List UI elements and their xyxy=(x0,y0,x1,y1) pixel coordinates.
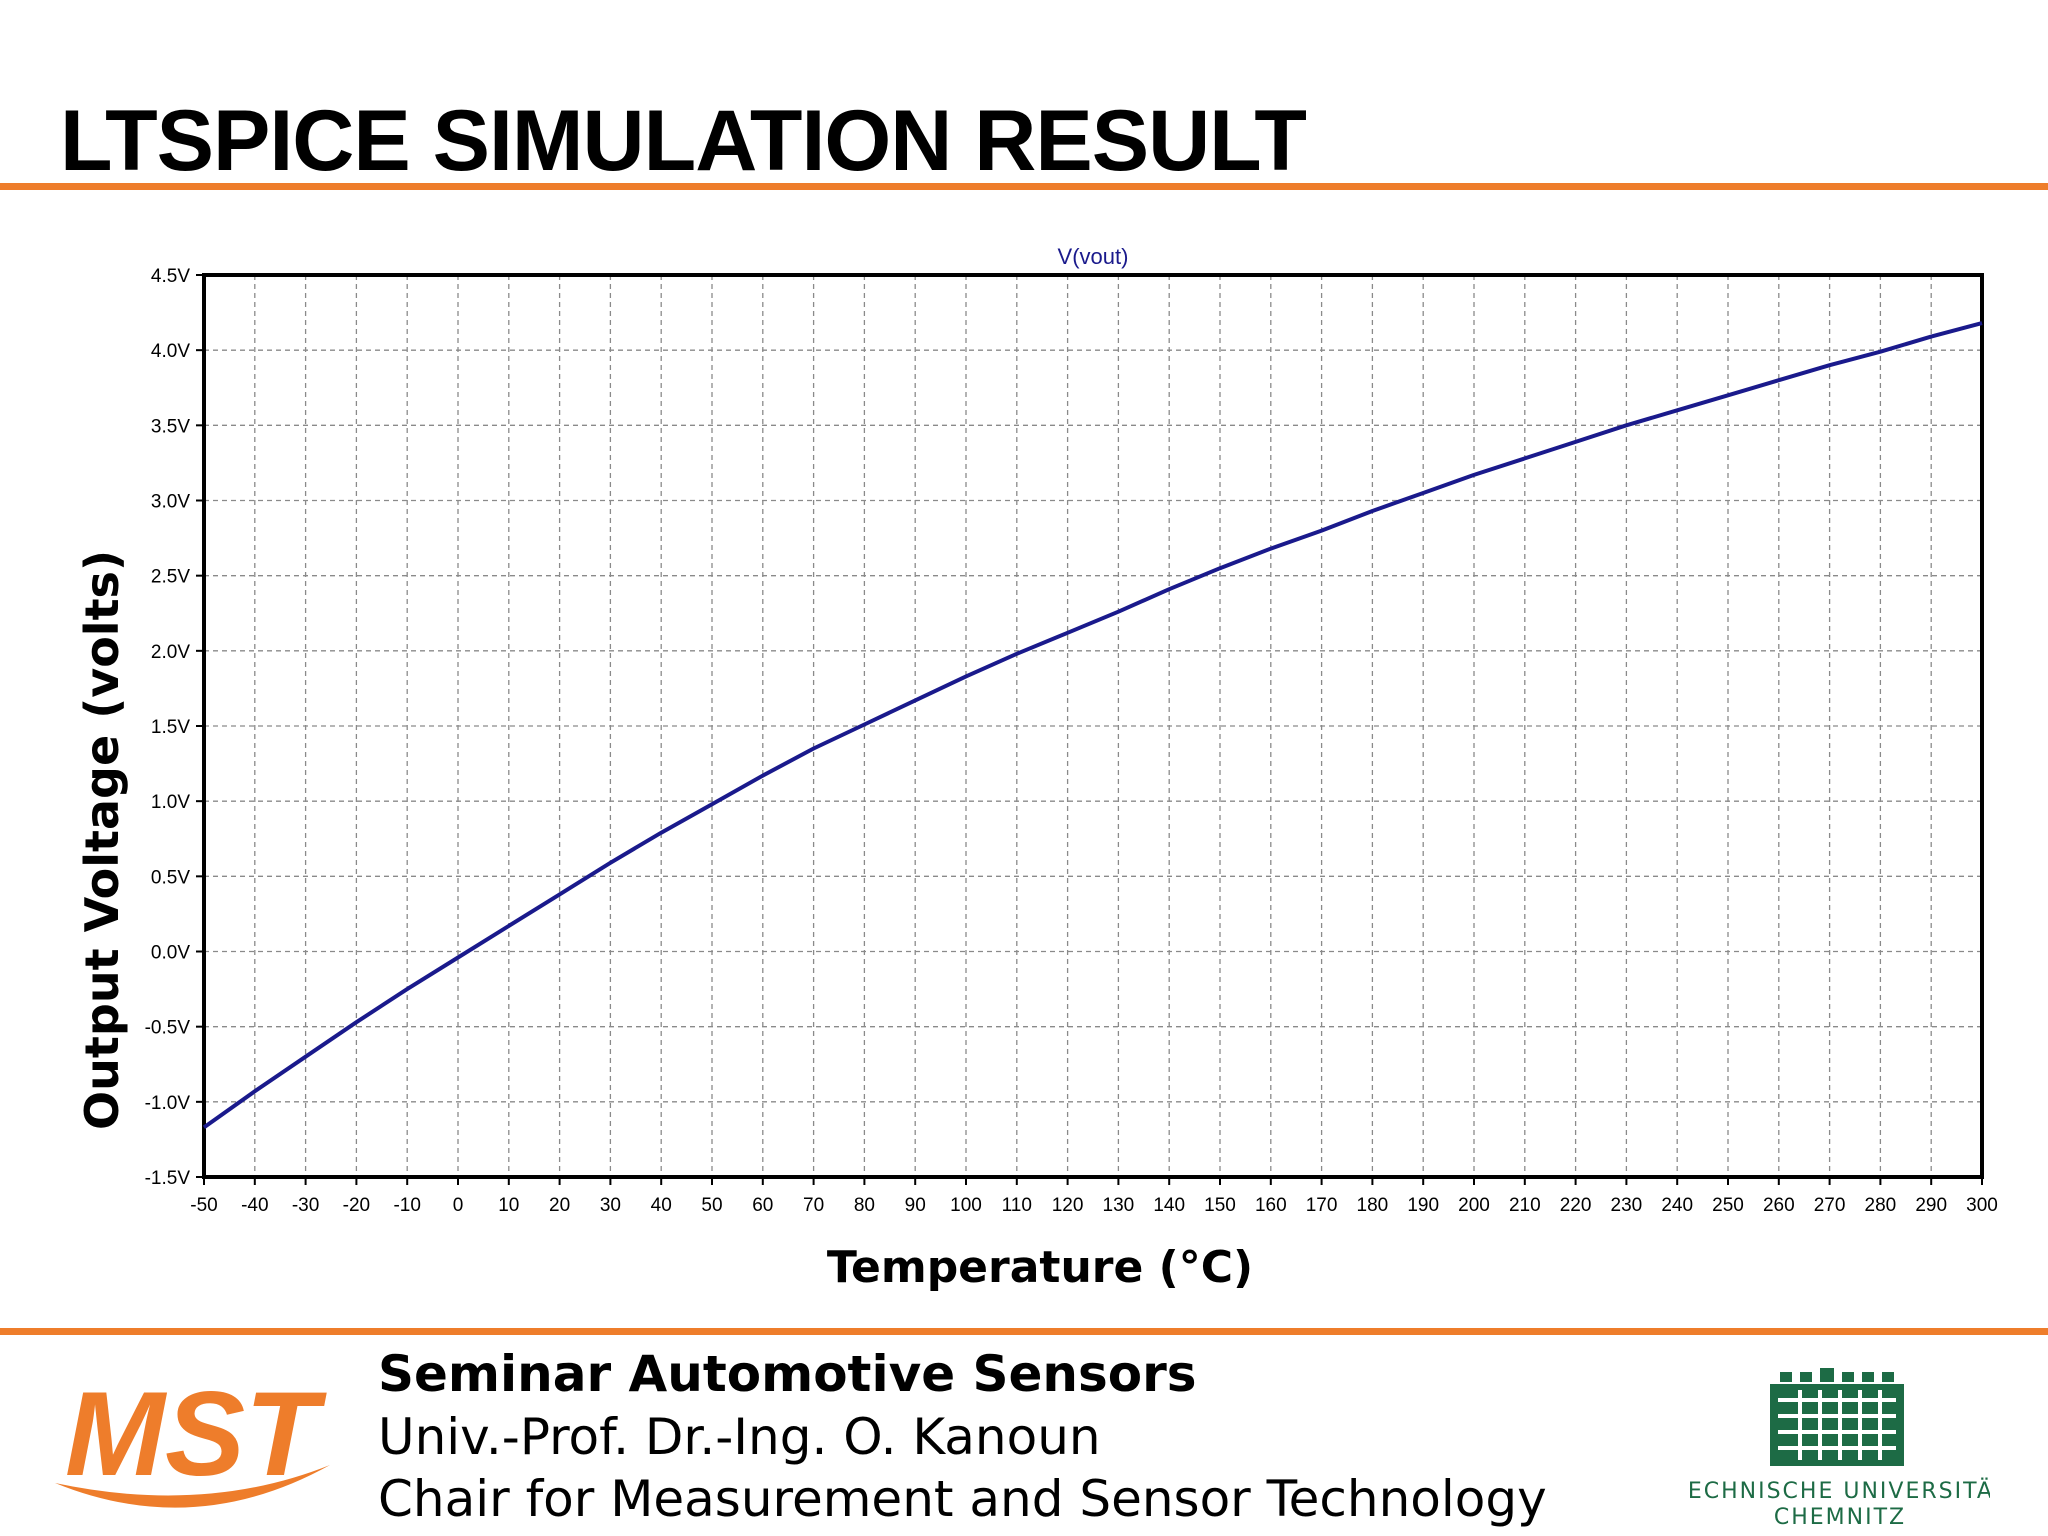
x-tick-label: 270 xyxy=(1814,1195,1846,1216)
y-tick-label: 0.5V xyxy=(151,867,190,888)
chair-name: Chair for Measurement and Sensor Technol… xyxy=(378,1470,1547,1528)
x-tick-label: 70 xyxy=(803,1195,824,1216)
series-line xyxy=(202,321,1983,1130)
x-tick-label: 110 xyxy=(1002,1195,1032,1216)
x-tick-label: -50 xyxy=(190,1195,217,1216)
x-tick-label: 180 xyxy=(1357,1195,1389,1216)
x-tick-label: 130 xyxy=(1103,1195,1135,1216)
top-divider xyxy=(0,183,2048,190)
tu-name-line2: CHEMNITZ xyxy=(1774,1505,1906,1530)
plot-frame xyxy=(202,273,1984,1179)
x-axis-ticks: -50 -40 -30 -20 -10 0 10 20 30 40 50 60 70 80 90 100 110… xyxy=(190,1177,1998,1216)
x-tick-label: -20 xyxy=(343,1195,370,1216)
mst-logo-text: MST xyxy=(65,1367,327,1501)
x-tick-label: 50 xyxy=(701,1195,722,1216)
x-tick-label: 30 xyxy=(600,1195,621,1216)
x-tick-label: 100 xyxy=(950,1195,982,1216)
x-tick-label: 0 xyxy=(453,1195,464,1216)
line-chart: 4.5V 4.0V 3.5V 3.0V 2.5V 2.0V 1.5V 1.0V 0.5V 0.0V… xyxy=(75,244,1998,1293)
seminar-title: Seminar Automotive Sensors xyxy=(378,1345,1197,1403)
slide-title: LTSPICE SIMULATION RESULT xyxy=(60,93,1307,189)
x-tick-label: 240 xyxy=(1661,1195,1693,1216)
x-tick-label: 300 xyxy=(1966,1195,1998,1216)
mst-logo: MST xyxy=(55,1367,330,1508)
x-tick-label: 90 xyxy=(905,1195,926,1216)
y-tick-label: 1.0V xyxy=(151,792,190,813)
chart-title: V(vout) xyxy=(1058,244,1129,269)
x-tick-label: 190 xyxy=(1407,1195,1439,1216)
x-tick-label: 250 xyxy=(1712,1195,1744,1216)
tu-chemnitz-logo: TECHNISCHE UNIVERSITÄT CHEMNITZ xyxy=(1690,1368,1990,1530)
x-tick-label: -10 xyxy=(393,1195,420,1216)
x-tick-label: 140 xyxy=(1153,1195,1185,1216)
x-tick-label: -40 xyxy=(241,1195,268,1216)
x-tick-label: 160 xyxy=(1255,1195,1287,1216)
x-tick-label: 290 xyxy=(1915,1195,1947,1216)
y-tick-label: -1.5V xyxy=(145,1168,191,1189)
tu-name-line1: TECHNISCHE UNIVERSITÄT xyxy=(1690,1478,1990,1504)
y-tick-label: 1.5V xyxy=(151,717,190,738)
x-axis-label: Temperature (°C) xyxy=(827,1242,1253,1293)
y-axis-ticks: 4.5V 4.0V 3.5V 3.0V 2.5V 2.0V 1.5V 1.0V 0.5V 0.0V… xyxy=(145,266,204,1189)
y-tick-label: -0.5V xyxy=(145,1018,191,1039)
x-tick-label: 280 xyxy=(1865,1195,1897,1216)
x-tick-label: -30 xyxy=(292,1195,319,1216)
bottom-divider xyxy=(0,1328,2048,1335)
y-axis-label: Output Voltage (volts) xyxy=(75,550,129,1130)
x-tick-label: 10 xyxy=(498,1195,519,1216)
x-tick-label: 230 xyxy=(1611,1195,1643,1216)
y-tick-label: 2.0V xyxy=(151,642,190,663)
y-tick-label: 4.5V xyxy=(151,266,190,287)
x-tick-label: 80 xyxy=(854,1195,875,1216)
x-tick-label: 200 xyxy=(1458,1195,1490,1216)
professor-name: Univ.-Prof. Dr.-Ing. O. Kanoun xyxy=(378,1408,1101,1466)
y-tick-label: -1.0V xyxy=(145,1093,191,1114)
x-tick-label: 170 xyxy=(1306,1195,1338,1216)
y-tick-label: 2.5V xyxy=(151,567,190,588)
y-tick-label: 0.0V xyxy=(151,943,190,964)
y-tick-label: 4.0V xyxy=(151,341,190,362)
y-tick-label: 3.5V xyxy=(151,416,190,437)
x-tick-label: 20 xyxy=(549,1195,570,1216)
x-tick-label: 40 xyxy=(651,1195,672,1216)
series xyxy=(202,321,1983,1130)
grid xyxy=(204,275,1982,1177)
x-tick-label: 260 xyxy=(1763,1195,1795,1216)
x-tick-label: 60 xyxy=(752,1195,773,1216)
mst-swoosh xyxy=(55,1465,330,1508)
x-tick-label: 210 xyxy=(1509,1195,1541,1216)
y-tick-label: 3.0V xyxy=(151,492,190,513)
x-tick-label: 120 xyxy=(1052,1195,1084,1216)
x-tick-label: 150 xyxy=(1204,1195,1236,1216)
x-tick-label: 220 xyxy=(1560,1195,1592,1216)
